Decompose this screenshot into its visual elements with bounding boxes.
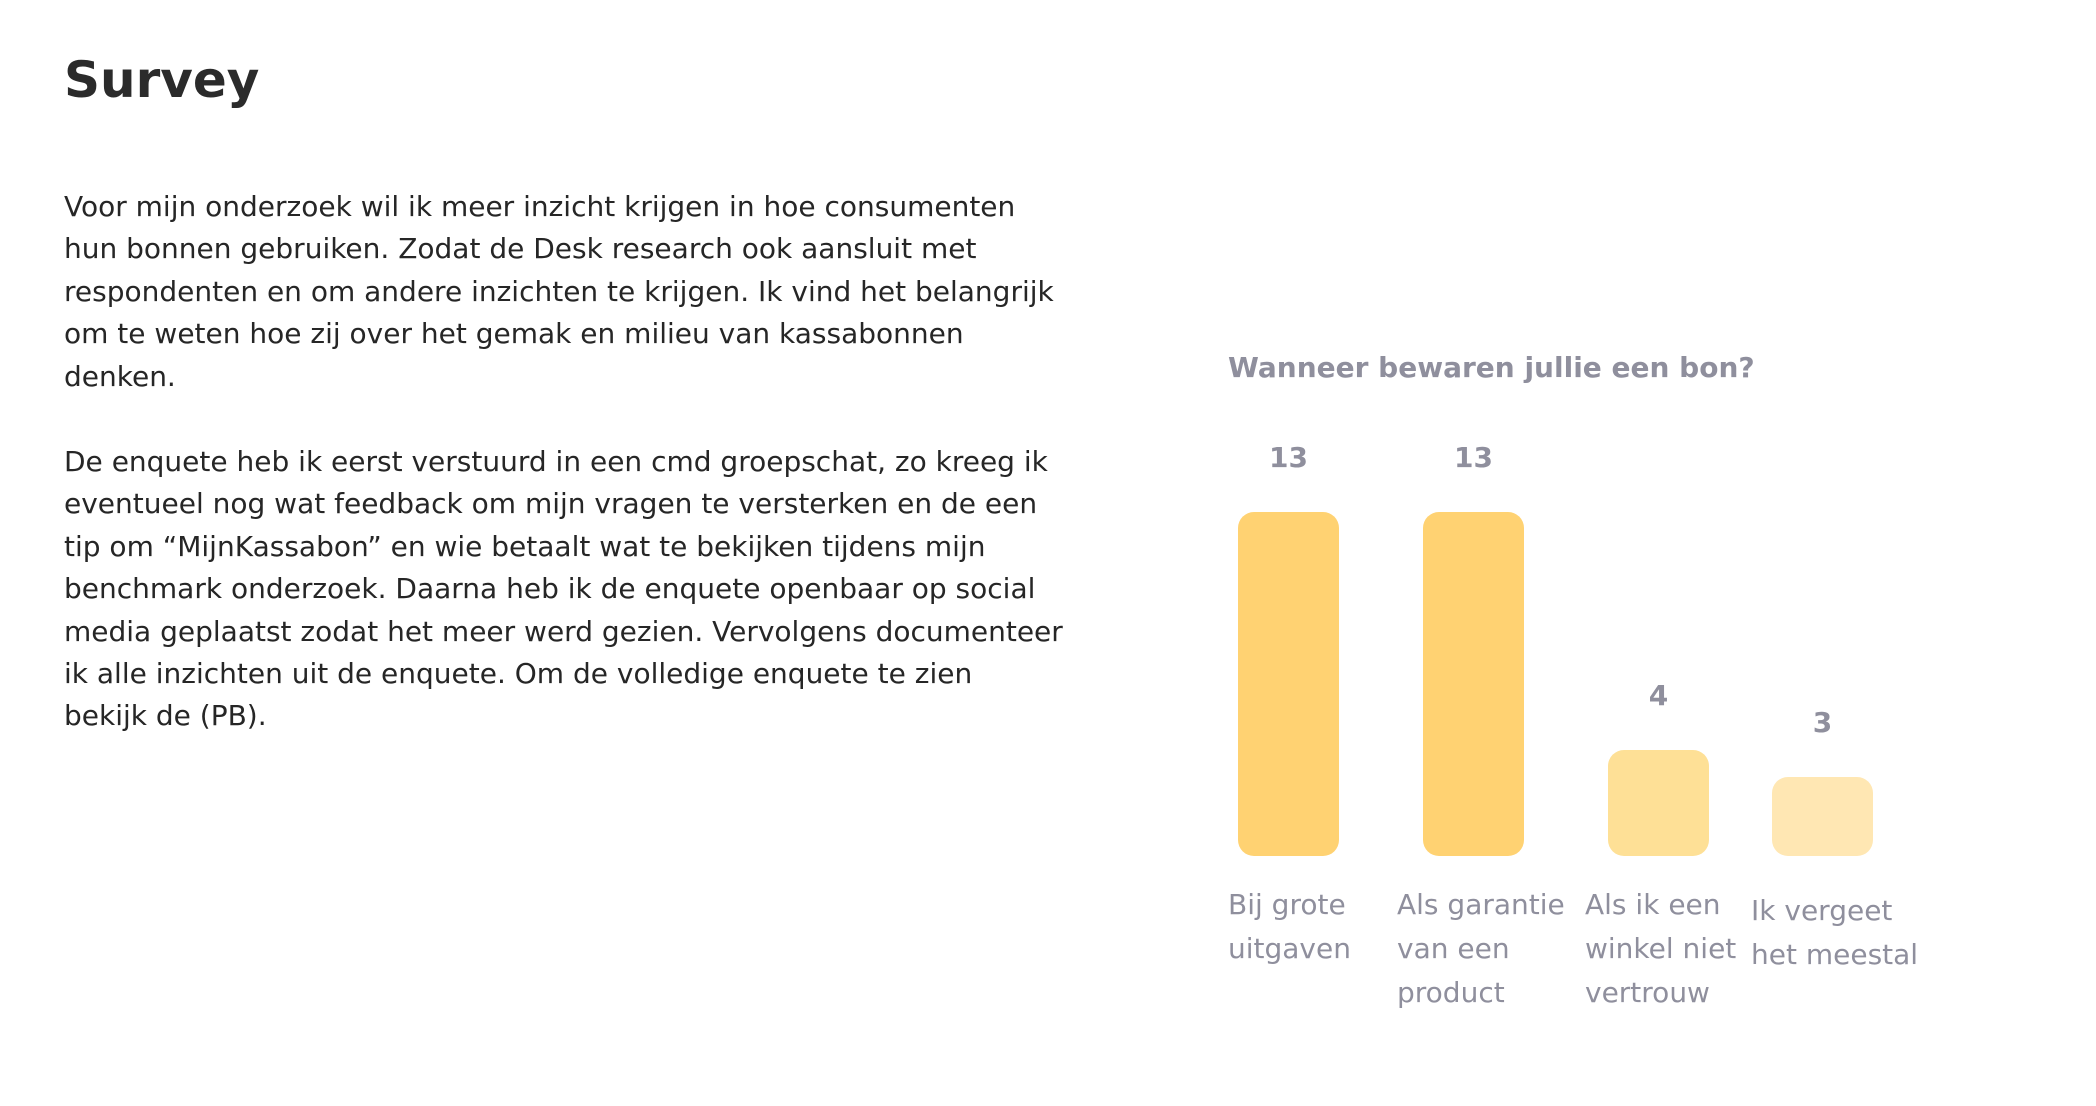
bar-bij-grote-uitgaven [1238, 511, 1339, 856]
category-label-bij-grote-uitgaven: Bij grote uitgaven [1228, 888, 1351, 965]
intro-paragraph-1: Voor mijn onderzoek wil ik meer inzicht … [64, 190, 1054, 393]
category-label-vergeet-meestal: Ik vergeet het meestal [1751, 894, 1919, 971]
value-label-als-garantie: 13 [1454, 440, 1493, 474]
category-label-winkel-niet-vertrouwd: Als ik een winkel niet vertrouw [1585, 888, 1737, 1009]
value-label-winkel-niet-vertrouwd: 4 [1648, 679, 1669, 712]
category-label-als-garantie: Als garantie van een product [1397, 888, 1565, 1009]
value-label-bij-grote-uitgaven: 13 [1269, 440, 1308, 474]
bar-vergeet-meestal [1772, 776, 1873, 856]
value-label-vergeet-meestal: 3 [1812, 705, 1833, 739]
page-title: Survey [64, 51, 260, 109]
intro-text: Voor mijn onderzoek wil ik meer inzicht … [64, 186, 1064, 781]
chart-title: Wanneer bewaren jullie een bon? [1228, 351, 1755, 384]
intro-paragraph-2: De enquete heb ik eerst verstuurd in een… [64, 445, 1063, 733]
bar-winkel-niet-vertrouwd [1608, 750, 1709, 856]
bar-als-garantie [1423, 511, 1524, 856]
